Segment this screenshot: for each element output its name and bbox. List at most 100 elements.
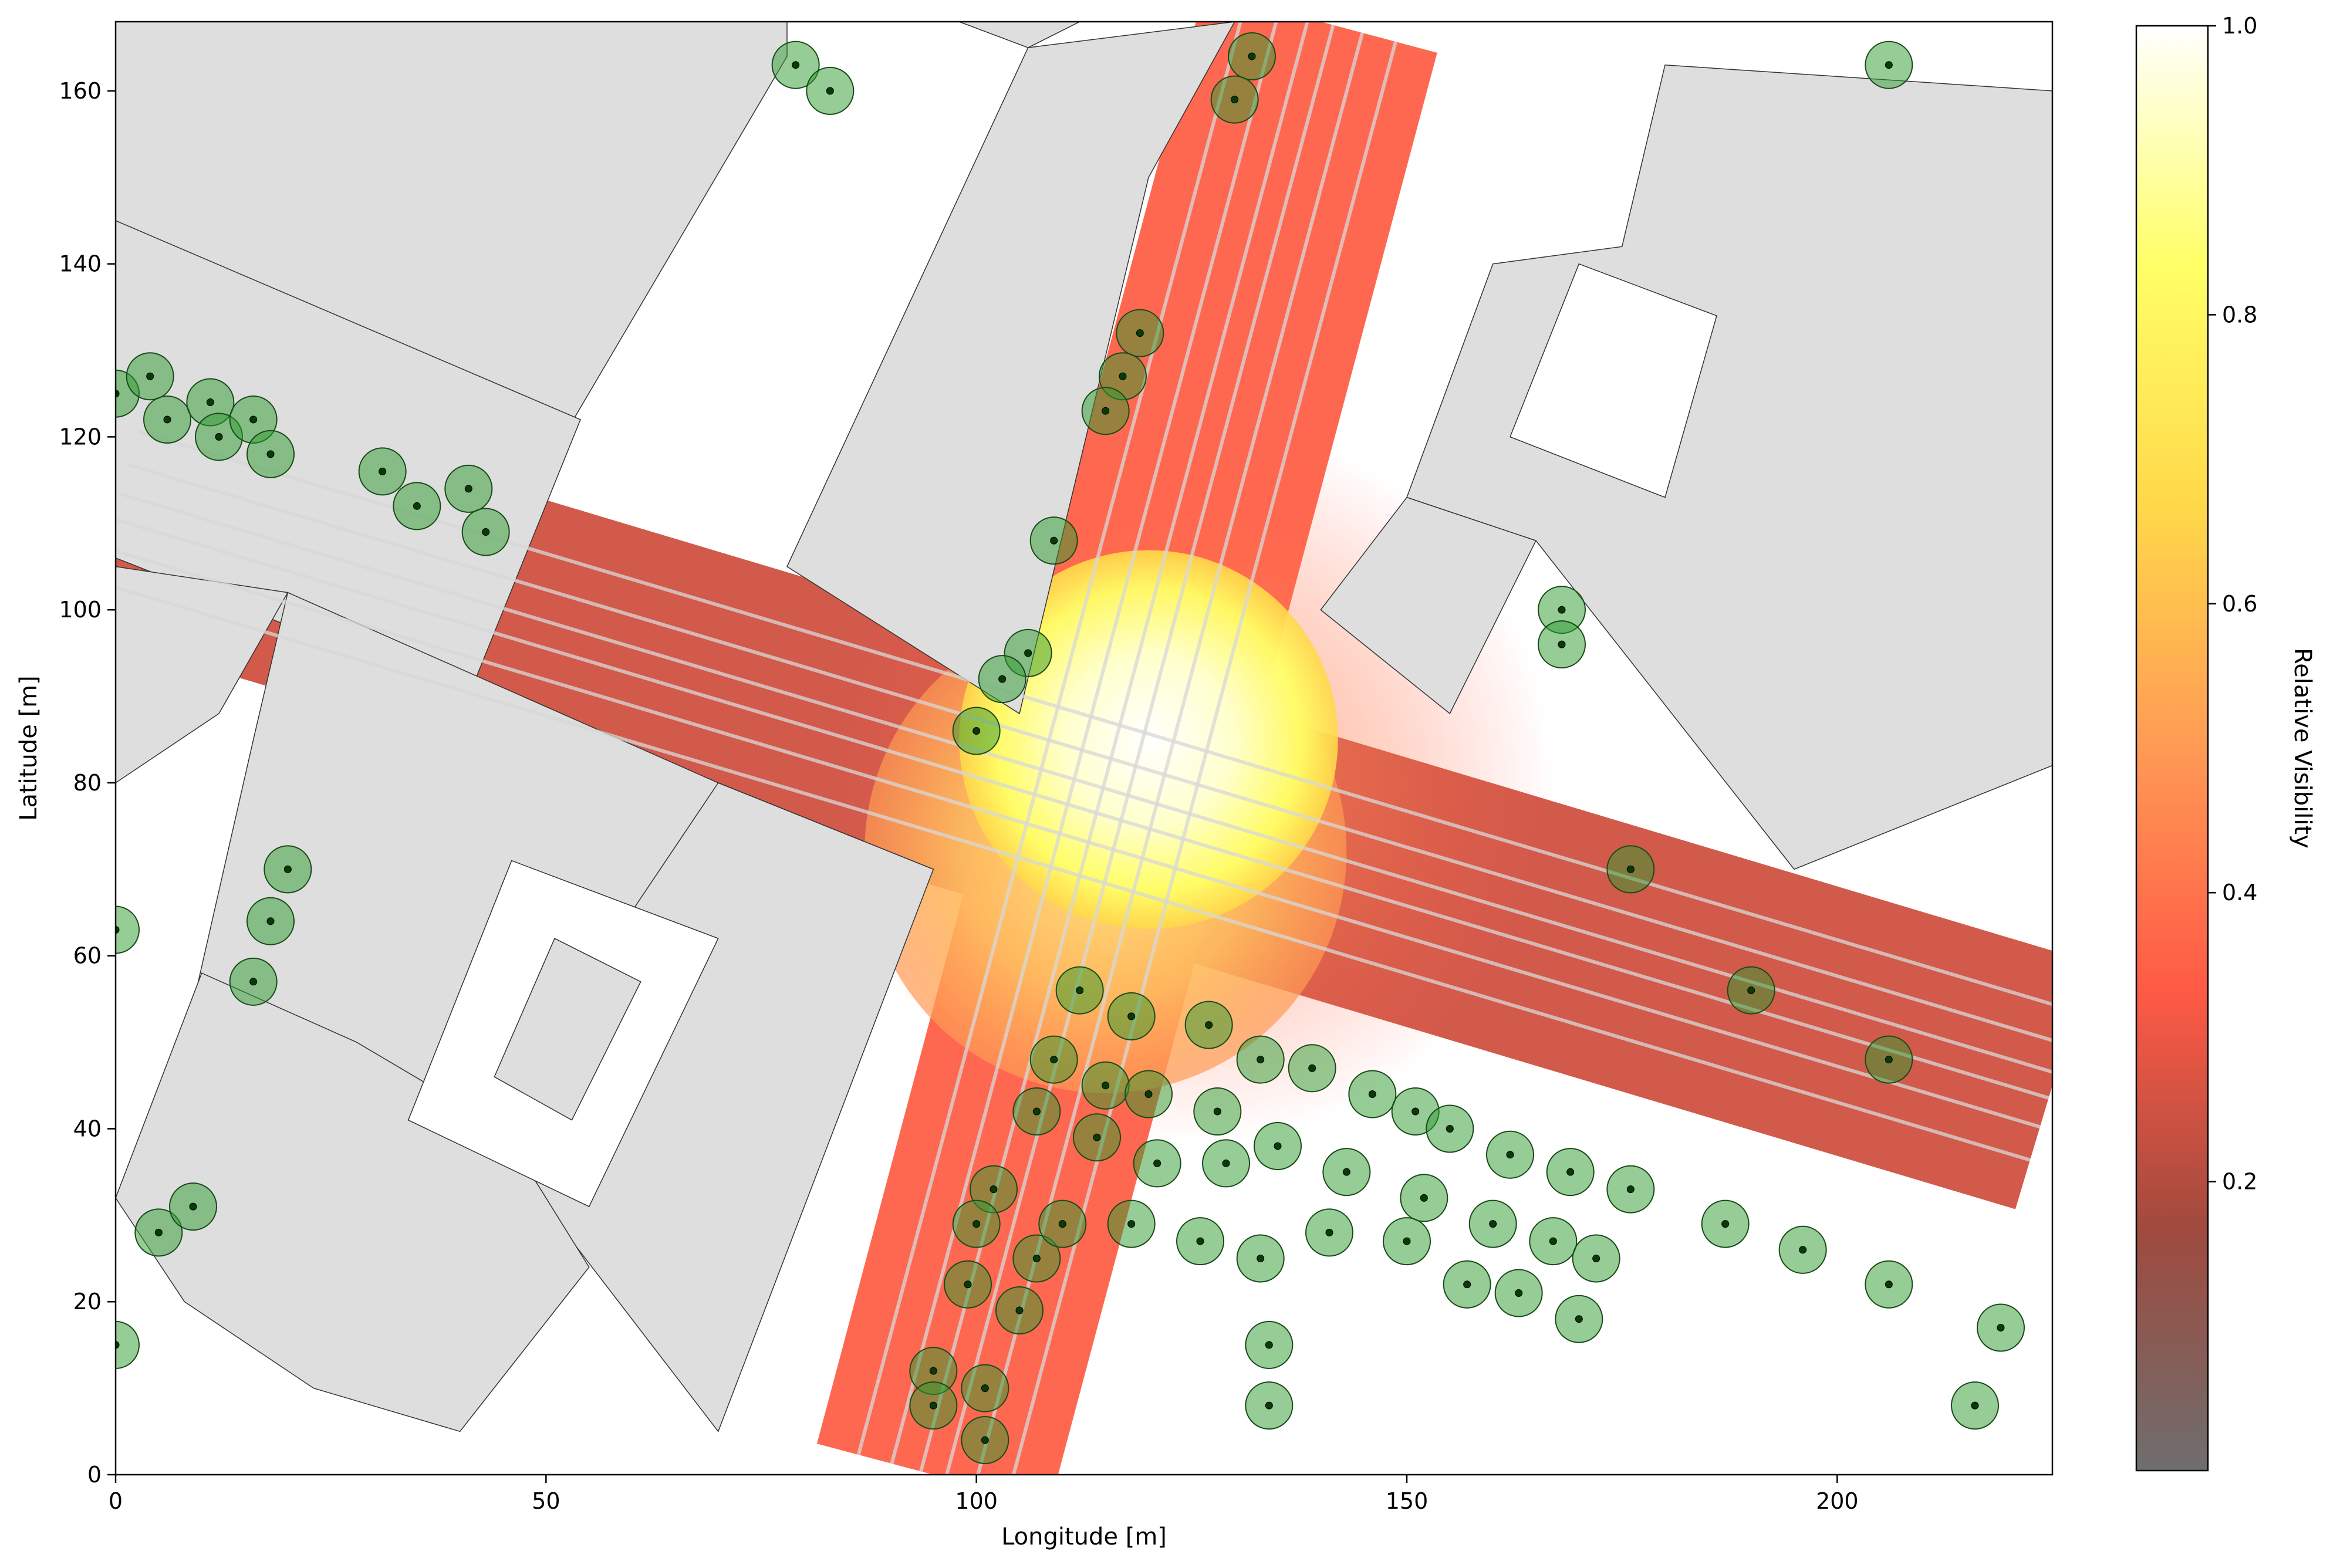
colorbar-tick-label: 0.4	[2222, 880, 2257, 905]
lane-line-2-1	[1011, 41, 1397, 1475]
tree-marker	[1116, 309, 1164, 357]
buildings-layer	[116, 22, 2052, 1432]
tree-trunk-dot	[981, 1384, 989, 1393]
tree-marker	[1606, 845, 1655, 894]
tree-trunk-dot	[1032, 1107, 1041, 1116]
tree-marker	[358, 447, 407, 496]
tree-marker	[1125, 1070, 1173, 1118]
y-tick-label: 140	[59, 251, 102, 277]
tree-marker	[1133, 1139, 1181, 1188]
tree-marker	[1073, 1113, 1121, 1162]
tree-trunk-dot	[1222, 1159, 1230, 1167]
tree-trunk-dot	[1403, 1237, 1411, 1245]
tree-trunk-dot	[1050, 1056, 1058, 1064]
colorbar-tick-label: 0.2	[2222, 1169, 2257, 1195]
tree-trunk-dot	[1196, 1237, 1204, 1245]
y-tick-label: 60	[73, 943, 102, 969]
tree-trunk-dot	[929, 1401, 937, 1410]
tree-trunk-dot	[116, 926, 120, 934]
tree-marker	[1176, 1217, 1224, 1266]
tree-trunk-dot	[249, 415, 258, 424]
y-tick-label: 0	[87, 1462, 102, 1488]
tree-marker	[1193, 1087, 1242, 1136]
tree-trunk-dot	[990, 1185, 998, 1194]
tree-trunk-dot	[116, 1341, 120, 1349]
tree-marker	[1400, 1174, 1448, 1222]
tree-trunk-dot	[379, 467, 387, 475]
tree-marker	[1107, 992, 1156, 1040]
colorbar-tick-label: 0.8	[2222, 302, 2257, 327]
tree-marker	[1055, 966, 1104, 1015]
y-tick-label: 120	[59, 424, 102, 450]
y-axis-ticks: 0 20 40 60 80 100 120 140 160	[59, 78, 116, 1488]
tree-marker	[1865, 1035, 1913, 1084]
tree-marker	[909, 1381, 958, 1430]
y-tick-label: 40	[73, 1116, 102, 1141]
tree-trunk-dot	[116, 390, 120, 398]
tree-marker	[952, 1199, 1001, 1248]
tree-marker	[1727, 966, 1775, 1015]
tree-marker	[1081, 1061, 1130, 1110]
tree-marker	[169, 1182, 217, 1231]
tree-marker	[1529, 1217, 1578, 1266]
tree-trunk-dot	[1015, 1306, 1024, 1314]
tree-marker	[1951, 1381, 1999, 1430]
y-tick-label: 80	[73, 770, 102, 796]
tree-trunk-dot	[1308, 1064, 1316, 1072]
tree-trunk-dot	[1515, 1289, 1523, 1297]
tree-marker	[1236, 1035, 1285, 1084]
tree-marker	[806, 66, 855, 115]
tree-marker	[961, 1416, 1009, 1465]
tree-trunk-dot	[1575, 1315, 1583, 1323]
tree-trunk-dot	[1248, 52, 1256, 60]
tree-marker	[1038, 1199, 1087, 1248]
tree-trunk-dot	[1885, 1280, 1893, 1289]
tree-trunk-dot	[283, 865, 292, 873]
tree-trunk-dot	[249, 978, 258, 986]
tree-trunk-dot	[1144, 1090, 1153, 1099]
tree-trunk-dot	[1024, 649, 1032, 657]
tree-trunk-dot	[1050, 536, 1058, 545]
tree-marker	[1012, 1234, 1061, 1283]
lane-line-1-6	[137, 430, 2052, 1006]
tree-trunk-dot	[266, 450, 275, 458]
tree-marker	[961, 1364, 1009, 1412]
tree-trunk-dot	[163, 415, 171, 424]
tree-marker	[1081, 387, 1130, 435]
tree-trunk-dot	[1325, 1228, 1333, 1236]
courtyard-ne	[1510, 263, 1717, 498]
tree-trunk-dot	[1032, 1255, 1041, 1263]
colorbar-label: Relative Visibility	[2289, 648, 2316, 849]
lane-line-1-3	[116, 518, 2049, 1100]
tree-trunk-dot	[1102, 407, 1110, 415]
tree-trunk-dot	[1885, 61, 1893, 69]
tree-trunk-dot	[1971, 1401, 1979, 1410]
tree-marker	[1494, 1269, 1543, 1317]
tree-marker	[771, 40, 820, 89]
tree-marker	[1572, 1234, 1620, 1283]
tree-marker	[229, 957, 278, 1006]
tree-trunk-dot	[1747, 986, 1755, 995]
tree-trunk-dot	[1231, 96, 1239, 104]
tree-marker	[1228, 32, 1276, 80]
tree-trunk-dot	[1274, 1142, 1282, 1150]
tree-trunk-dot	[1368, 1090, 1376, 1099]
tree-marker	[1288, 1044, 1336, 1093]
tree-marker	[1468, 1199, 1517, 1248]
colorbar: 0.2 0.4 0.6 0.8 1.0 Relative Visibility	[2135, 13, 2316, 1472]
tree-marker	[952, 707, 1001, 755]
trees-layer	[116, 32, 2025, 1465]
tree-trunk-dot	[1265, 1341, 1273, 1349]
tree-marker	[1254, 1121, 1302, 1170]
tree-trunk-dot	[964, 1280, 972, 1289]
tree-marker	[1029, 1035, 1078, 1084]
tree-marker	[1029, 516, 1078, 565]
tree-marker	[444, 464, 493, 513]
tree-marker	[143, 395, 191, 444]
tree-trunk-dot	[1885, 1056, 1893, 1064]
tree-marker	[246, 897, 295, 945]
tree-trunk-dot	[1420, 1194, 1428, 1202]
tree-trunk-dot	[1076, 986, 1084, 995]
lane-line-2-6	[856, 22, 1242, 1455]
